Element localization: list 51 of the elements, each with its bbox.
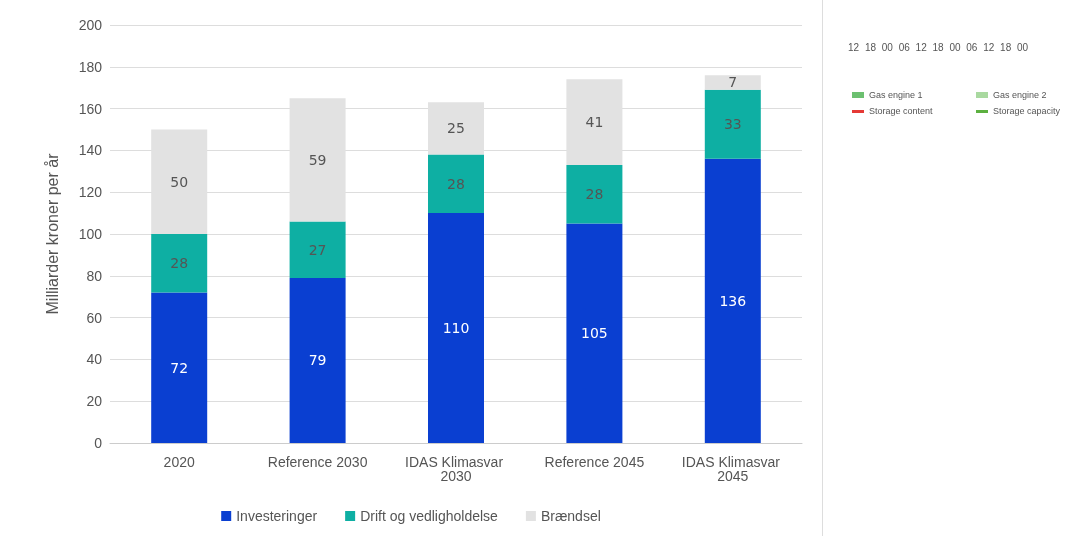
y-tick-label: 140 — [78, 142, 103, 159]
y-tick-label: 40 — [86, 351, 103, 368]
data-label: 136 — [719, 292, 747, 309]
data-label: 72 — [170, 359, 189, 376]
y-tick-label: 80 — [86, 267, 103, 284]
x-tick-label: Reference 2045 — [544, 454, 645, 470]
data-label: 110 — [442, 320, 470, 337]
text: Storage capacity — [993, 106, 1061, 116]
bar — [566, 165, 623, 224]
data-label: 50 — [170, 173, 189, 190]
data-label: 25 — [447, 120, 465, 137]
data-label: 79 — [308, 352, 327, 369]
bar — [289, 277, 346, 443]
x-tick-label: IDAS Klimasvar 2030 — [405, 454, 507, 484]
bar — [151, 292, 208, 443]
legend-label: Brændsel — [540, 508, 601, 524]
x-tick-label: IDAS Klimasvar 2045 — [681, 454, 784, 484]
text: Storage content — [869, 106, 933, 116]
bar — [428, 213, 484, 443]
legend-label: Investeringer — [236, 508, 318, 524]
data-label: 105 — [581, 325, 608, 342]
x-tick-label: 2020 — [163, 454, 195, 470]
data-label: 28 — [447, 175, 465, 192]
data-label: 28 — [585, 186, 604, 203]
legend-label: Drift og vedligholdelse — [360, 508, 499, 524]
y-tick-label: 0 — [94, 435, 103, 451]
text: Gas engine 2 — [993, 90, 1047, 100]
data-label: 41 — [585, 114, 604, 131]
bar — [704, 89, 761, 159]
bar — [289, 221, 346, 278]
data-label: 28 — [170, 255, 189, 272]
y-tick-label: 200 — [78, 17, 103, 33]
data-label: 33 — [723, 116, 742, 133]
x-tick-label: Reference 2030 — [267, 454, 368, 470]
text: 12 18 00 06 12 18 00 06 12 18 00 — [848, 42, 1029, 53]
text: Gas engine 1 — [869, 90, 923, 100]
data-label: 7 — [728, 74, 738, 91]
y-tick-label: 60 — [86, 309, 103, 326]
y-tick-label: 100 — [78, 226, 103, 242]
y-tick-label: 120 — [78, 184, 103, 201]
bar — [704, 75, 761, 90]
data-label: 27 — [308, 241, 327, 258]
bar — [428, 154, 484, 214]
bar — [151, 234, 208, 293]
y-tick-label: 180 — [78, 58, 103, 75]
y-tick-label: 20 — [86, 393, 103, 410]
y-tick-label: 160 — [78, 100, 103, 117]
data-label: 59 — [308, 151, 327, 168]
y-axis-title: Milliarder kroner per år — [43, 152, 61, 315]
bar — [566, 223, 623, 443]
bar — [704, 158, 761, 443]
